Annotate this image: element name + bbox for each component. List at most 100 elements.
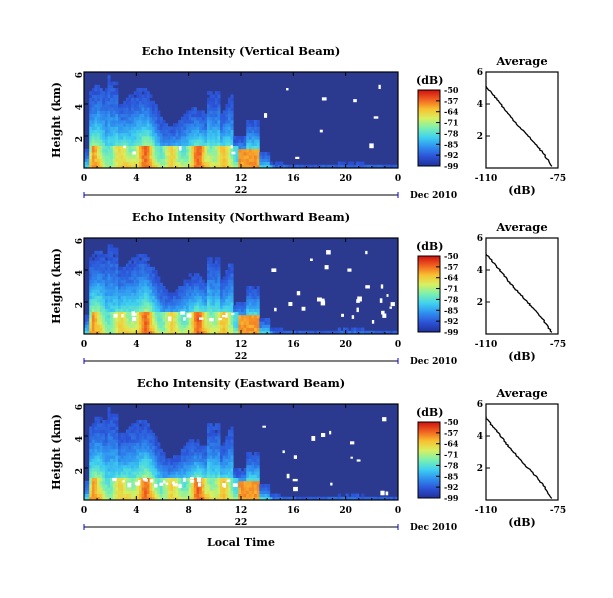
heatmap-cell [235,308,239,312]
heatmap-cell [131,282,135,287]
heatmap-cell [136,314,140,319]
heatmap-cell [191,321,195,325]
heatmap-cell [123,330,127,335]
heatmap-cell [110,455,114,459]
heatmap-cell [235,302,239,306]
heatmap-cell [146,471,150,475]
heatmap-cell [146,263,150,268]
heatmap-cell [91,97,95,102]
heatmap-cell [214,432,218,437]
heatmap-cell [144,257,148,261]
heatmap-cell [131,292,135,296]
heatmap-cell [235,155,239,159]
heatmap-cell [97,439,101,443]
heatmap-cell [222,321,226,325]
heatmap-cell [246,496,250,501]
missing-data-cell [271,268,277,272]
heatmap-cell [186,129,190,134]
heatmap-cell [138,152,142,156]
heatmap-cell [238,142,242,146]
heatmap-cell [165,477,169,482]
heatmap-cell [149,142,153,146]
heatmap-cell [102,266,106,271]
heatmap-cell [102,318,106,322]
heatmap-cell [214,321,218,325]
heatmap-cell [115,139,119,143]
heatmap-cell [144,487,148,491]
heatmap-cell [159,477,163,482]
heatmap-cell [112,474,116,478]
heatmap-cell [366,330,370,335]
heatmap-cell [104,107,108,111]
heatmap-cell [188,461,192,466]
heatmap-cell [154,321,158,325]
heatmap-cell [230,282,234,287]
heatmap-cell [115,120,119,124]
heatmap-cell [89,270,93,274]
heatmap-cell [128,302,132,306]
heatmap-cell [248,487,252,491]
heatmap-cell [115,477,119,482]
heatmap-cell [256,471,260,475]
heatmap-cell [125,120,129,124]
heatmap-cell [107,116,111,121]
heatmap-cell [152,286,156,290]
heatmap-cell [152,164,156,169]
heatmap-cell [243,164,247,169]
heatmap-cell [193,308,197,312]
heatmap-cell [107,324,111,328]
heatmap-cell [112,132,116,137]
heatmap-cell [112,107,116,111]
heatmap-cell [222,471,226,475]
heatmap-cell [214,496,218,501]
heatmap-cell [115,496,119,501]
heatmap-cell [120,139,124,143]
heatmap-cell [120,164,124,169]
heatmap-cell [191,120,195,124]
heatmap-cell [183,464,187,469]
heatmap-cell [319,496,323,501]
heatmap-cell [186,164,190,169]
heatmap-cell [214,139,218,143]
heatmap-cell [154,129,158,134]
heatmap-cell [123,164,127,169]
heatmap-cell [89,458,93,462]
heatmap-cell [165,129,169,134]
heatmap-cell [128,139,132,143]
heatmap-cell [212,308,216,312]
profile-x-tick-label: -110 [475,340,498,350]
x-tick-label: 8 [186,340,192,350]
heatmap-cell [144,289,148,293]
heatmap-cell [204,295,208,300]
heatmap-cell [272,330,276,335]
heatmap-cell [125,490,129,494]
heatmap-cell [248,139,252,143]
heatmap-cell [144,286,148,290]
heatmap-cell [112,295,116,300]
heatmap-cell [209,484,213,488]
heatmap-cell [217,273,221,277]
heatmap-cell [99,164,103,169]
heatmap-cell [102,116,106,121]
heatmap-cell [123,136,127,140]
heatmap-cell [230,266,234,271]
heatmap-cell [141,110,145,114]
heatmap-cell [123,142,127,146]
heatmap-cell [267,493,271,498]
heatmap-cell [337,161,341,166]
heatmap-cell [110,413,114,418]
heatmap-cell [172,123,176,127]
heatmap-cell [222,161,226,166]
heatmap-cell [230,100,234,105]
heatmap-cell [102,420,106,424]
heatmap-cell [102,468,106,472]
heatmap-cell [154,452,158,456]
heatmap-cell [170,324,174,328]
heatmap-cell [188,452,192,456]
heatmap-cell [206,308,210,312]
heatmap-cell [107,436,111,440]
heatmap-cell [141,445,145,450]
heatmap-cell [157,110,161,114]
heatmap-cell [251,321,255,325]
heatmap-cell [138,477,142,482]
